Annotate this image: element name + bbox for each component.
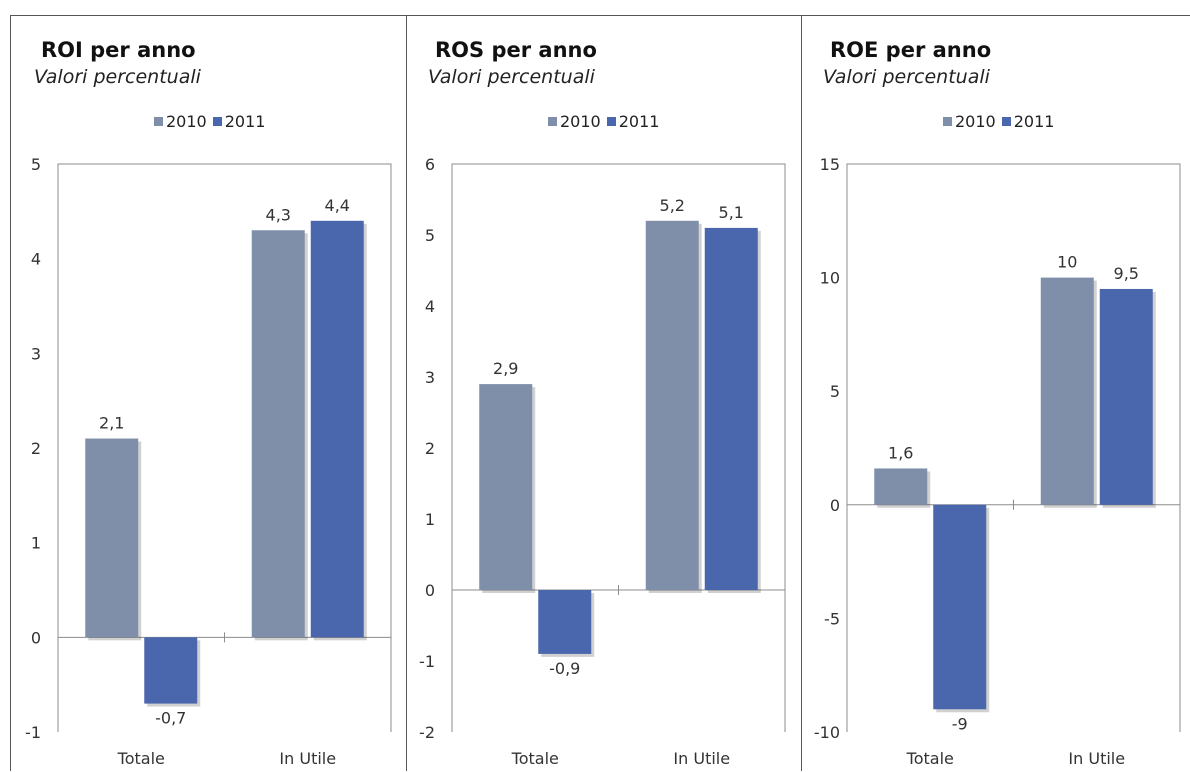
legend-item-2011: 2011: [606, 112, 660, 131]
data-label: 5,1: [719, 203, 744, 222]
bar-2011: [310, 220, 364, 638]
y-tick-label: 0: [31, 628, 41, 647]
data-label: 10: [1057, 253, 1077, 272]
plot-area-border: [846, 163, 1181, 732]
legend-label: 2011: [1013, 112, 1055, 131]
legend-label: 2011: [224, 112, 266, 131]
y-tick-label: 0: [830, 496, 840, 515]
legend-swatch-2011: [606, 117, 616, 126]
legend-item-2010: 2010: [154, 112, 207, 131]
y-tick-label: 5: [31, 155, 41, 174]
chart-subtitle: Valori percentuali: [823, 66, 990, 88]
y-tick-label: 2: [425, 439, 435, 458]
y-tick-label: -2: [419, 723, 435, 742]
legend-label: 2010: [560, 112, 601, 131]
y-tick-label: 1: [31, 534, 41, 553]
data-label: -0,9: [549, 659, 580, 678]
legend-item-2011: 2011: [212, 112, 266, 131]
y-tick-label: 6: [425, 155, 435, 174]
legend-label: 2010: [955, 112, 996, 131]
roe-chart-panel: ROE per anno Valori percentuali 2010 201…: [800, 15, 1190, 771]
x-tick-label: In Utile: [673, 749, 730, 768]
chart-subtitle: Valori percentuali: [428, 66, 595, 88]
legend-label: 2010: [166, 112, 207, 131]
x-tick-label: Totale: [117, 749, 165, 768]
chart-subtitle: Valori percentuali: [34, 66, 201, 88]
x-tick-label: In Utile: [1068, 749, 1125, 768]
bar-2010: [874, 468, 928, 505]
chart-legend: 2010 2011: [943, 112, 1060, 131]
bar-2011: [538, 590, 592, 654]
data-label: 2,9: [493, 359, 518, 378]
roi-bar-chart: -1 0 1 2 3 4 5 2,1 -0,7 Totale 4,3 4,4 In Utile: [25, 155, 392, 768]
y-tick-label: 3: [31, 344, 41, 363]
legend-swatch-2011: [212, 117, 222, 126]
data-label: -0,7: [155, 709, 186, 728]
bar-2010: [479, 384, 533, 590]
bar-2011: [1099, 288, 1153, 505]
bar-2010: [1040, 277, 1094, 505]
roe-bar-chart: -10 -5 0 5 10 15 1,6 -9 Totale 10 9,5 In Utile: [814, 155, 1181, 768]
plot-area-border: [451, 163, 786, 732]
y-tick-label: -10: [814, 723, 840, 742]
data-label: 9,5: [1114, 264, 1139, 283]
legend-swatch-2010: [154, 117, 163, 126]
bar-2011: [704, 227, 758, 590]
y-tick-label: -5: [824, 609, 840, 628]
bar-2011: [144, 637, 198, 704]
x-tick-label: Totale: [511, 749, 559, 768]
y-tick-label: 4: [425, 297, 435, 316]
chart-title: ROE per anno: [830, 38, 992, 62]
bar-2011: [933, 504, 987, 710]
bar-2010: [85, 438, 139, 638]
legend-swatch-2010: [548, 117, 557, 126]
data-label: -9: [952, 714, 968, 733]
ros-bar-chart: -2 -1 0 1 2 3 4 5 6 2,9 -0,9 Totale 5,2 5,1 In Utile: [419, 155, 786, 768]
bar-2010: [645, 220, 699, 591]
data-label: 1,6: [888, 443, 913, 462]
data-label: 5,2: [660, 196, 685, 215]
legend-swatch-2010: [943, 117, 952, 126]
data-label: 4,4: [325, 196, 350, 215]
roi-chart-panel: ROI per anno Valori percentuali 2010 201…: [10, 15, 407, 771]
data-label: 4,3: [266, 205, 291, 224]
y-tick-label: -1: [25, 723, 41, 742]
bar-2010: [251, 230, 305, 638]
legend-label: 2011: [618, 112, 660, 131]
y-tick-label: 3: [425, 368, 435, 387]
chart-title: ROS per anno: [435, 38, 597, 62]
plot-area-border: [57, 163, 392, 732]
y-tick-label: 0: [425, 581, 435, 600]
chart-legend: 2010 2011: [154, 112, 271, 131]
y-tick-label: 5: [830, 382, 840, 401]
y-tick-label: 2: [31, 439, 41, 458]
chart-legend: 2010 2011: [548, 112, 665, 131]
y-tick-label: 10: [820, 269, 840, 288]
legend-item-2011: 2011: [1001, 112, 1055, 131]
x-tick-label: Totale: [906, 749, 954, 768]
ros-chart-panel: ROS per anno Valori percentuali 2010 201…: [405, 15, 802, 771]
data-label: 2,1: [99, 414, 124, 433]
y-tick-label: 4: [31, 250, 41, 269]
y-tick-label: -1: [419, 652, 435, 671]
legend-swatch-2011: [1001, 117, 1011, 126]
legend-item-2010: 2010: [548, 112, 601, 131]
legend-item-2010: 2010: [943, 112, 996, 131]
x-tick-label: In Utile: [279, 749, 336, 768]
y-tick-label: 15: [820, 155, 840, 174]
chart-title: ROI per anno: [41, 38, 196, 62]
y-tick-label: 1: [425, 510, 435, 529]
y-tick-label: 5: [425, 226, 435, 245]
